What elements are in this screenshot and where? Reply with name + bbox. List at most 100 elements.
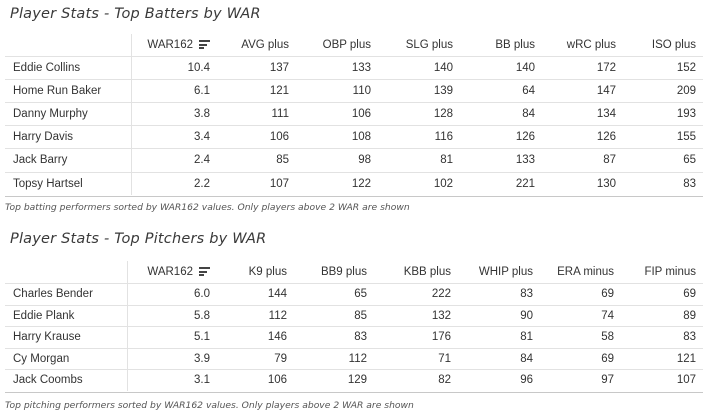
stat-cell: 106 [351,108,371,121]
pitching-table: WAR162 K9 plus BB9 plus KBB plus WHIP plus ER… [5,261,703,393]
column-header[interactable]: ISO plus [652,39,696,51]
column-header[interactable]: WAR162 [147,39,210,51]
stat-cell: 130 [596,177,616,190]
table-row[interactable]: Harry Krause 5.1 146 83 176 81 58 83 [5,326,703,349]
stat-cell: 121 [676,352,696,365]
column-header[interactable]: BB9 plus [321,266,367,278]
stat-cell: 111 [271,108,289,121]
player-name: Eddie Collins [13,62,81,74]
pitching-footnote: Top pitching performers sorted by WAR162… [5,400,414,411]
table-row[interactable]: Charles Bender 6.0 144 65 222 83 69 69 [5,283,703,306]
column-header-label: FIP minus [644,266,696,278]
sort-icon-bar [199,267,210,270]
sort-icon-bar [199,274,204,277]
player-name: Harry Krause [13,331,81,343]
stat-cell: 152 [676,62,696,74]
stat-cell: 96 [520,374,533,386]
stat-cell: 126 [596,131,616,144]
table-row[interactable]: Jack Barry 2.4 85 98 81 133 87 65 [5,148,703,172]
column-header[interactable]: WAR162 [147,266,210,278]
table-row[interactable]: Eddie Collins 10.4 137 133 140 140 172 152 [5,56,703,80]
table-row[interactable]: Eddie Plank 5.8 112 85 132 90 74 89 [5,304,703,328]
player-name: Jack Barry [13,154,68,167]
column-header[interactable]: ERA minus [557,266,614,278]
stat-cell: 3.9 [194,352,210,365]
table-row[interactable]: Harry Davis 3.4 106 108 116 126 126 155 [5,125,703,149]
column-header-label: BB plus [495,39,535,51]
sort-descending-icon[interactable] [199,40,210,50]
column-header[interactable]: OBP plus [323,39,371,51]
sort-icon-bar [199,43,207,46]
stat-cell: 140 [433,62,453,74]
column-header[interactable]: WHIP plus [479,266,533,278]
stat-cell: 144 [267,288,287,300]
stat-cell: 102 [433,177,453,190]
column-header-label: WAR162 [147,39,193,51]
stat-cell: 176 [431,331,451,343]
column-header[interactable]: AVG plus [241,39,289,51]
stat-cell: 5.1 [194,331,210,343]
player-name: Cy Morgan [13,352,70,365]
column-header[interactable]: BB plus [495,39,535,51]
sort-icon-bar [199,40,210,43]
column-header[interactable]: K9 plus [249,266,287,278]
table-row[interactable]: Cy Morgan 3.9 79 112 71 84 69 121 [5,347,703,371]
stat-cell: 65 [683,154,696,167]
column-header-label: SLG plus [405,39,453,51]
sort-icon-bar [199,270,207,273]
column-header[interactable]: SLG plus [406,39,453,51]
stat-cell: 83 [683,331,696,343]
pitching-title: Player Stats - Top Pitchers by WAR [10,231,267,247]
sort-icon-bar [199,47,204,50]
stat-cell: 3.8 [194,108,210,121]
stat-cell: 122 [351,177,371,190]
stat-cell: 97 [601,374,614,386]
table-row[interactable]: Home Run Baker 6.1 121 110 139 64 147 209 [5,79,703,103]
stat-cell: 140 [515,62,535,74]
stat-cell: 126 [515,131,535,144]
stat-cell: 98 [358,154,371,167]
stat-cell: 85 [354,309,367,322]
stat-cell: 89 [683,309,696,322]
stat-cell: 112 [268,309,287,322]
table-row[interactable]: Topsy Hartsel 2.2 107 122 102 221 130 83 [5,171,703,197]
stat-cell: 155 [676,131,696,144]
stat-cell: 106 [269,131,289,144]
stat-cell: 74 [601,309,614,322]
stat-cell: 134 [596,108,616,121]
stat-cell: 83 [354,331,367,343]
stat-cell: 83 [683,177,696,190]
stat-cell: 83 [520,288,533,300]
player-name: Danny Murphy [13,108,88,121]
column-header-label: OBP plus [322,39,371,51]
column-divider [131,34,132,195]
stat-cell: 139 [433,85,453,98]
stat-cell: 82 [438,374,451,386]
stat-cell: 87 [603,154,616,167]
stat-cell: 6.0 [194,288,210,300]
sort-descending-icon[interactable] [199,267,210,277]
column-header-label: ISO plus [651,39,696,51]
stat-cell: 2.4 [194,154,210,167]
column-header[interactable]: FIP minus [644,266,696,278]
stat-cell: 106 [267,374,287,386]
table-row[interactable]: Danny Murphy 3.8 111 106 128 84 134 193 [5,102,703,126]
column-header-label: K9 plus [248,266,287,278]
stat-cell: 85 [276,154,289,167]
stat-cell: 71 [438,352,451,365]
stat-cell: 221 [515,177,535,190]
stat-cell: 69 [683,288,696,300]
stat-cell: 193 [676,108,696,121]
stat-cell: 6.1 [194,85,210,98]
column-header-label: AVG plus [241,39,289,51]
stat-cell: 64 [522,85,535,98]
stat-cell: 112 [348,352,367,365]
stat-cell: 121 [269,85,289,98]
stat-cell: 110 [352,85,371,98]
stat-cell: 107 [269,177,289,190]
batting-footnote: Top batting performers sorted by WAR162 … [5,202,410,213]
column-header-label: WHIP plus [478,266,533,278]
column-header[interactable]: KBB plus [404,266,451,278]
column-header[interactable]: wRC plus [567,39,616,51]
table-row[interactable]: Jack Coombs 3.1 106 129 82 96 97 107 [5,369,703,393]
